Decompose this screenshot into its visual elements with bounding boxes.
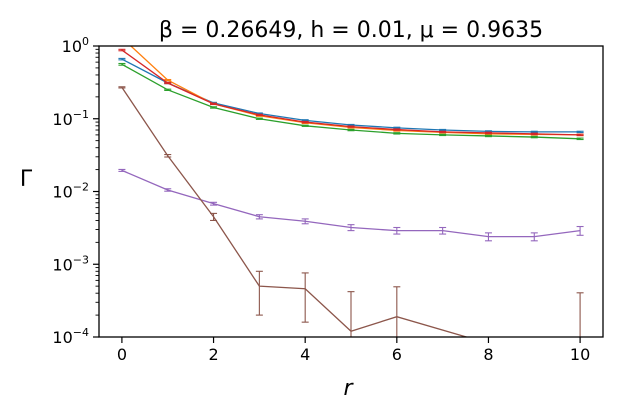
y-tick-label: 10−1 xyxy=(52,108,89,129)
series-layer xyxy=(118,37,584,337)
series-4 xyxy=(118,48,584,137)
error-bar xyxy=(439,133,447,137)
error-bar xyxy=(210,106,218,109)
error-bar xyxy=(164,154,172,158)
error-bar xyxy=(301,124,309,127)
error-bar xyxy=(439,130,447,134)
error-bar xyxy=(576,225,584,236)
error-bar xyxy=(439,226,447,235)
error-bar xyxy=(255,214,263,220)
x-tick-label: 8 xyxy=(483,345,493,364)
error-bar xyxy=(393,286,401,337)
y-tick-label: 10−4 xyxy=(52,326,89,347)
error-bar xyxy=(484,232,492,242)
error-bar xyxy=(118,62,126,66)
error-bar xyxy=(118,168,126,172)
series-6 xyxy=(118,86,584,337)
error-bar xyxy=(255,270,263,316)
y-axis: 10−4 10−3 10−2 10−1 100 xyxy=(52,35,99,347)
error-bar xyxy=(530,135,538,139)
error-bar xyxy=(347,291,355,337)
series-3 xyxy=(118,62,584,141)
error-bar xyxy=(576,130,584,134)
error-bar xyxy=(530,130,538,134)
error-bar xyxy=(118,37,125,38)
error-bar xyxy=(347,128,355,132)
series-line xyxy=(121,58,581,133)
error-bar xyxy=(210,201,218,206)
error-bar xyxy=(393,226,401,235)
error-bar xyxy=(347,224,355,232)
chart-title: β = 0.26649, h = 0.01, μ = 0.9635 xyxy=(159,18,543,43)
error-bar xyxy=(393,132,401,135)
error-bar xyxy=(576,133,584,137)
error-bar xyxy=(164,81,172,85)
error-bar xyxy=(118,86,126,89)
series-1 xyxy=(118,57,584,134)
x-tick-label: 2 xyxy=(208,345,218,364)
x-tick-label: 6 xyxy=(392,345,402,364)
error-bar xyxy=(118,48,126,52)
error-bar xyxy=(530,232,538,242)
series-5 xyxy=(118,168,584,242)
x-tick-label: 10 xyxy=(570,345,590,364)
error-bar xyxy=(164,88,172,91)
y-tick-label: 100 xyxy=(62,35,89,56)
error-bar xyxy=(210,212,218,222)
error-bar xyxy=(164,188,172,192)
error-bar xyxy=(393,128,401,131)
x-axis-label: r xyxy=(343,376,354,401)
error-bar xyxy=(576,292,584,337)
error-bar xyxy=(576,137,584,141)
error-bar xyxy=(484,134,492,138)
error-bar xyxy=(301,272,309,323)
error-bar xyxy=(347,125,355,128)
error-bar xyxy=(439,128,447,132)
x-axis: 0 2 4 6 8 10 xyxy=(117,337,590,364)
series-line xyxy=(129,46,581,136)
error-bar xyxy=(118,57,126,61)
error-bar xyxy=(484,131,492,135)
y-tick-label: 10−3 xyxy=(52,253,89,274)
error-bar xyxy=(255,117,263,120)
x-tick-label: 0 xyxy=(117,345,127,364)
error-bar xyxy=(301,218,309,225)
y-tick-label: 10−2 xyxy=(52,181,89,202)
error-bar xyxy=(530,132,538,136)
series-2 xyxy=(118,37,584,137)
series-line xyxy=(121,87,469,337)
y-axis-label: Γ xyxy=(20,167,33,192)
error-bar xyxy=(210,102,218,106)
error-bar xyxy=(301,120,309,124)
error-bar xyxy=(255,113,263,117)
x-tick-label: 4 xyxy=(300,345,310,364)
